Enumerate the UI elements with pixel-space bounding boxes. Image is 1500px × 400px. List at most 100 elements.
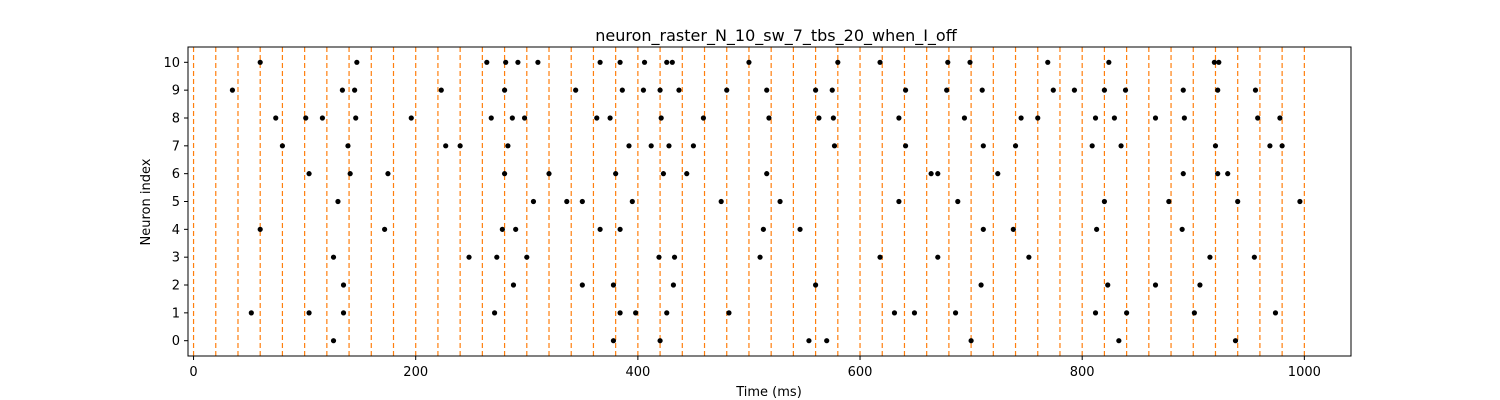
spike-point [1116,338,1122,344]
spike-point [1010,226,1016,232]
spike-point [806,338,812,344]
spike-point [816,115,822,121]
spike-point [945,59,951,65]
spike-point [1101,198,1108,205]
spike-point [306,171,312,177]
spike-point [257,226,263,232]
spike-point [330,338,337,344]
spike-point [607,115,613,121]
spike-point [521,115,528,121]
spike-point [1094,226,1100,232]
spike-point [385,171,391,177]
spike-point [877,59,883,65]
spike-point [352,87,358,93]
spike-point [546,171,552,177]
spike-point [764,87,770,93]
spike-point [491,310,498,316]
spike-point [648,143,654,149]
spike-point [1232,338,1239,344]
spike-point [896,115,902,121]
spike-point [664,310,670,316]
spike-point [797,226,803,232]
y-axis-label: Neuron index [139,158,154,245]
spike-point [340,310,347,316]
spike-point [657,338,663,344]
spike-point [658,115,664,121]
spike-point [1235,198,1241,205]
spike-point [891,310,898,316]
spike-point [408,115,414,121]
spike-point [777,198,783,205]
spike-point [1225,171,1231,177]
spike-point [438,87,444,93]
spike-point [1297,198,1303,205]
spike-point [835,59,841,65]
spike-point [669,59,675,65]
spike-point [610,338,617,344]
spike-point [501,171,508,177]
spike-point [1089,143,1095,149]
y-tick-label: 7 [172,139,180,154]
spike-point [494,254,500,260]
spike-point [911,310,918,316]
spike-point [1122,87,1129,93]
spike-point [1106,59,1112,65]
spike-point [902,143,909,149]
spike-point [524,254,530,260]
spike-point [1272,310,1279,316]
spike-point [1018,115,1024,121]
spike-point [766,115,772,121]
spike-point [979,87,985,93]
spike-point [1035,115,1041,121]
spike-point [1111,115,1118,121]
spike-point [1118,143,1124,149]
spike-point [1251,254,1257,260]
interval-lines [192,47,1305,356]
spike-point [935,171,941,177]
x-tick-label: 800 [1070,365,1095,380]
spike-point [353,115,359,121]
spike-point [1101,87,1108,93]
spike-point [1181,115,1187,121]
spike-point [354,59,360,65]
spike-point [1152,115,1159,121]
spike-point [347,171,353,177]
spike-point [995,171,1001,177]
y-tick-label: 8 [172,111,180,126]
spike-point [306,310,312,316]
spike-point [700,115,707,121]
spike-point [955,198,961,205]
spike-point [530,198,537,205]
spike-point [1071,87,1078,93]
spike-point [1180,171,1186,177]
spike-point [902,87,909,93]
spike-point [466,254,472,260]
spike-point [1050,87,1056,93]
spike-point [340,282,347,288]
y-tick-label: 4 [172,223,180,238]
spike-point [443,143,449,149]
spike-point [764,171,770,177]
spike-point [515,59,521,65]
spike-point [579,282,585,288]
spike-point [1092,310,1099,316]
spike-point [1191,310,1197,316]
spike-point [757,254,763,260]
spike-point [345,143,351,149]
spike-point [980,226,986,232]
spike-point [670,282,677,288]
spike-point [877,254,883,260]
spike-point [597,226,603,232]
spike-point [1152,282,1159,288]
spike-point [829,87,835,93]
spike-point [1124,310,1130,316]
spike-point [573,87,579,93]
spike-point [633,310,639,316]
spike-point [457,143,463,149]
spike-point [279,143,286,149]
spike-point [1180,87,1186,93]
spike-point [666,143,672,149]
spike-point [513,226,519,232]
